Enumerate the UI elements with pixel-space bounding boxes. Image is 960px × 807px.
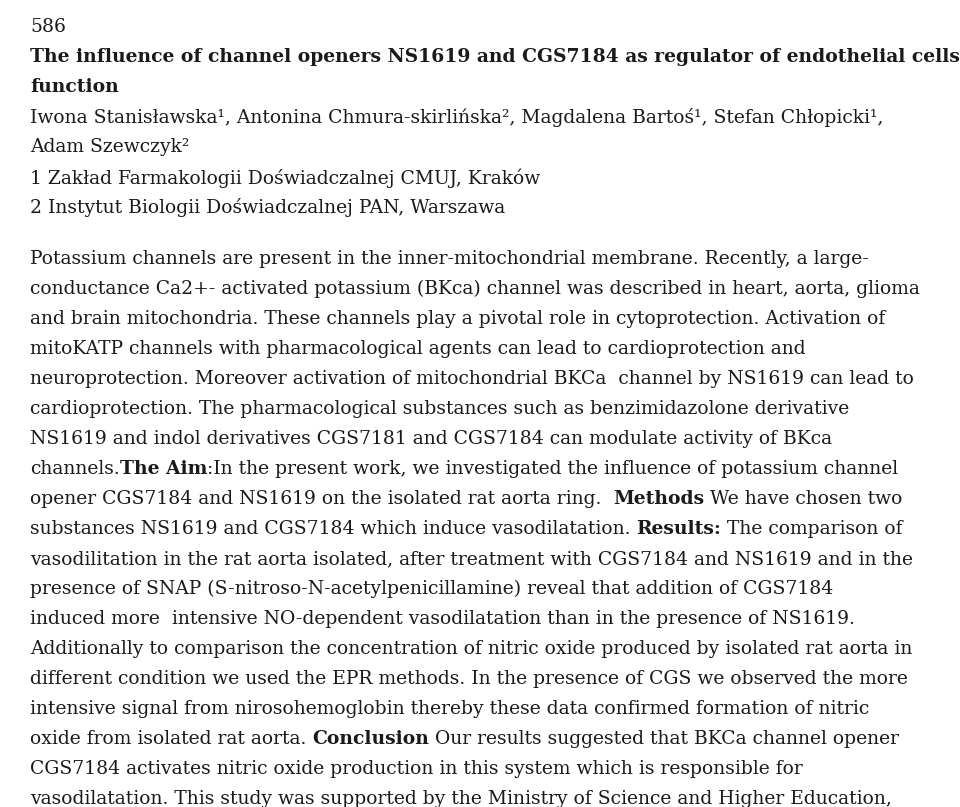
Text: 2 Instytut Biologii Doświadczalnej PAN, Warszawa: 2 Instytut Biologii Doświadczalnej PAN, …	[30, 198, 505, 217]
Text: The influence of channel openers NS1619 and CGS7184 as regulator of endothelial : The influence of channel openers NS1619 …	[30, 48, 960, 66]
Text: oxide from isolated rat aorta.: oxide from isolated rat aorta.	[30, 730, 312, 748]
Text: Our results suggested that BKCa channel opener: Our results suggested that BKCa channel …	[429, 730, 900, 748]
Text: Additionally to comparison the concentration of nitric oxide produced by isolate: Additionally to comparison the concentra…	[30, 640, 912, 658]
Text: vasodilitation in the rat aorta isolated, after treatment with CGS7184 and NS161: vasodilitation in the rat aorta isolated…	[30, 550, 913, 568]
Text: different condition we used the EPR methods. In the presence of CGS we observed : different condition we used the EPR meth…	[30, 670, 908, 688]
Text: Adam Szewczyk²: Adam Szewczyk²	[30, 138, 189, 156]
Text: and brain mitochondria. These channels play a pivotal role in cytoprotection. Ac: and brain mitochondria. These channels p…	[30, 310, 885, 328]
Text: We have chosen two: We have chosen two	[705, 490, 902, 508]
Text: conductance Ca2+- activated potassium (BKca) channel was described in heart, aor: conductance Ca2+- activated potassium (B…	[30, 280, 920, 299]
Text: vasodilatation. This study was supported by the Ministry of Science and Higher E: vasodilatation. This study was supported…	[30, 790, 892, 807]
Text: The Aim: The Aim	[120, 460, 207, 478]
Text: opener CGS7184 and NS1619 on the isolated rat aorta ring.: opener CGS7184 and NS1619 on the isolate…	[30, 490, 613, 508]
Text: intensive signal from nirosohemoglobin thereby these data confirmed formation of: intensive signal from nirosohemoglobin t…	[30, 700, 869, 718]
Text: Iwona Stanisławska¹, Antonina Chmura-skirlińska², Magdalena Bartoś¹, Stefan Chło: Iwona Stanisławska¹, Antonina Chmura-ski…	[30, 108, 883, 127]
Text: NS1619 and indol derivatives CGS7181 and CGS7184 can modulate activity of BKca: NS1619 and indol derivatives CGS7181 and…	[30, 430, 832, 448]
Text: induced more  intensive NO-dependent vasodilatation than in the presence of NS16: induced more intensive NO-dependent vaso…	[30, 610, 854, 628]
Text: function: function	[30, 78, 119, 96]
Text: :In the present work, we investigated the influence of potassium channel: :In the present work, we investigated th…	[207, 460, 899, 478]
Text: presence of SNAP (S-nitroso-N-acetylpenicillamine) reveal that addition of CGS71: presence of SNAP (S-nitroso-N-acetylpeni…	[30, 580, 833, 598]
Text: cardioprotection. The pharmacological substances such as benzimidazolone derivat: cardioprotection. The pharmacological su…	[30, 400, 850, 418]
Text: mitoKATP channels with pharmacological agents can lead to cardioprotection and: mitoKATP channels with pharmacological a…	[30, 340, 805, 358]
Text: neuroprotection. Moreover activation of mitochondrial BKCa  channel by NS1619 ca: neuroprotection. Moreover activation of …	[30, 370, 914, 388]
Text: channels.: channels.	[30, 460, 120, 478]
Text: Methods: Methods	[613, 490, 705, 508]
Text: Results:: Results:	[636, 520, 721, 538]
Text: 1 Zakład Farmakologii Doświadczalnej CMUJ, Kraków: 1 Zakład Farmakologii Doświadczalnej CMU…	[30, 168, 540, 187]
Text: Potassium channels are present in the inner-mitochondrial membrane. Recently, a : Potassium channels are present in the in…	[30, 250, 869, 268]
Text: substances NS1619 and CGS7184 which induce vasodilatation.: substances NS1619 and CGS7184 which indu…	[30, 520, 636, 538]
Text: CGS7184 activates nitric oxide production in this system which is responsible fo: CGS7184 activates nitric oxide productio…	[30, 760, 803, 778]
Text: 586: 586	[30, 18, 66, 36]
Text: The comparison of: The comparison of	[721, 520, 902, 538]
Text: Conclusion: Conclusion	[312, 730, 429, 748]
